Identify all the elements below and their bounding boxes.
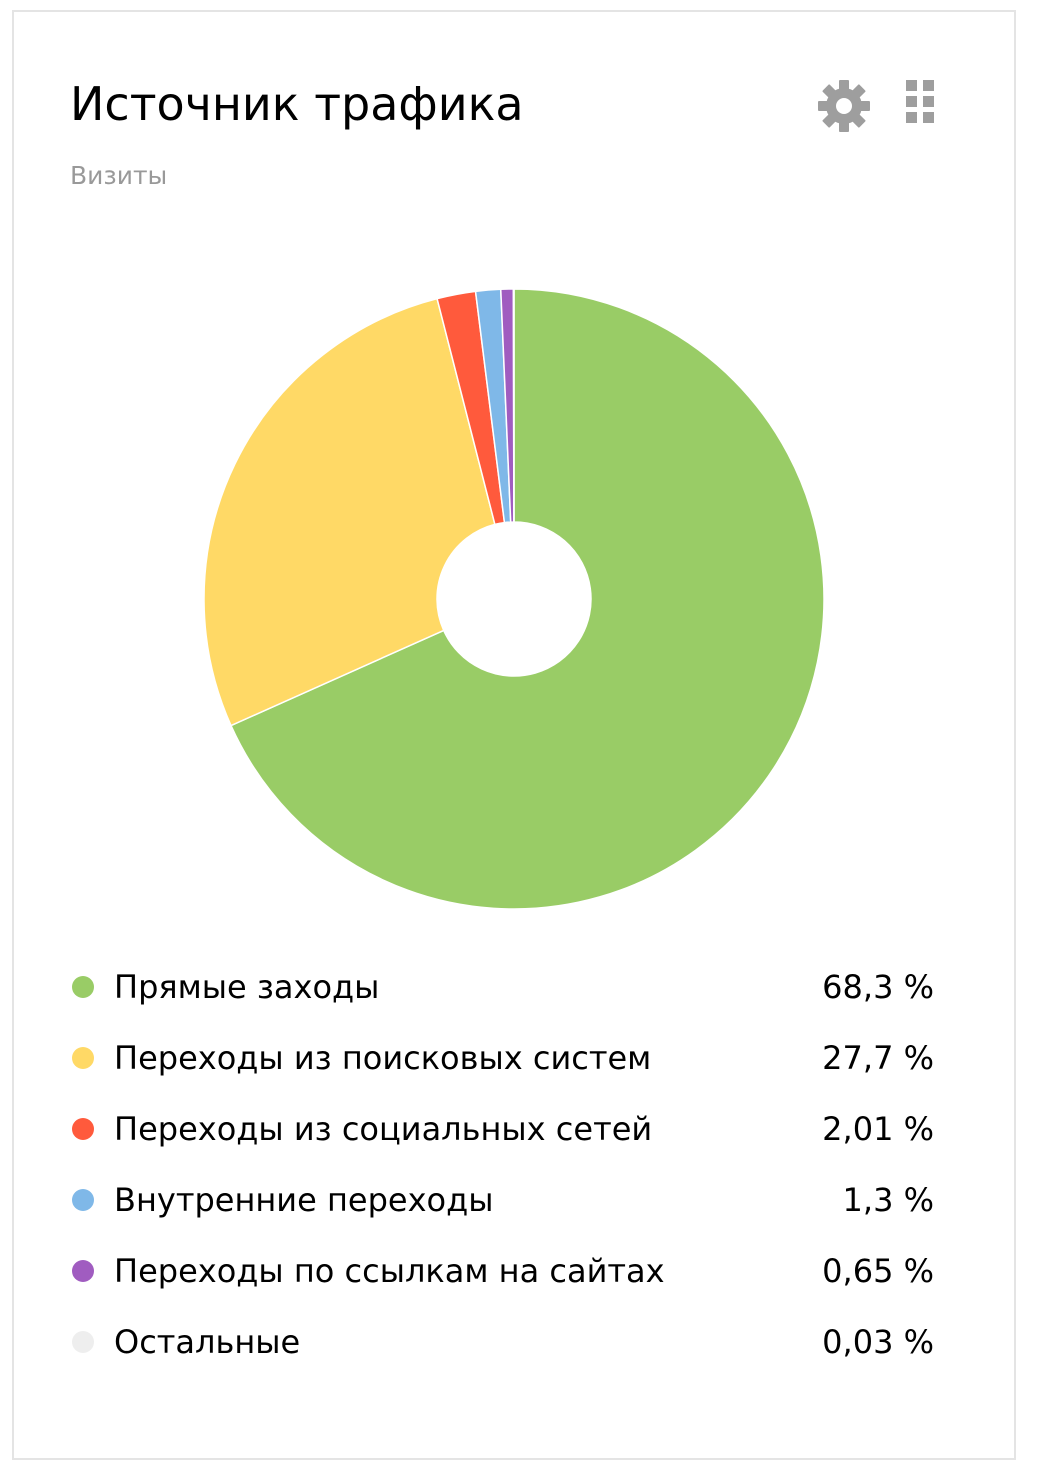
legend-label: Внутренние переходы bbox=[114, 1181, 494, 1219]
legend-value: 0,65 % bbox=[822, 1252, 934, 1290]
pie-slice[interactable] bbox=[230, 288, 825, 910]
legend-label: Переходы по ссылкам на сайтах bbox=[114, 1252, 665, 1290]
legend-value: 2,01 % bbox=[822, 1110, 934, 1148]
legend-item[interactable]: Переходы по ссылкам на сайтах 0,65 % bbox=[70, 1240, 946, 1311]
legend-label: Переходы из социальных сетей bbox=[114, 1110, 653, 1148]
widget-subtitle: Визиты bbox=[70, 161, 168, 190]
donut-chart bbox=[203, 288, 825, 910]
legend-value: 0,03 % bbox=[822, 1323, 934, 1361]
legend-value: 1,3 % bbox=[842, 1181, 934, 1219]
legend-color-dot bbox=[72, 976, 94, 998]
legend-item[interactable]: Переходы из поисковых систем 27,7 % bbox=[70, 1027, 946, 1098]
legend-value: 27,7 % bbox=[822, 1039, 934, 1077]
legend-label: Переходы из поисковых систем bbox=[114, 1039, 652, 1077]
legend-color-dot bbox=[72, 1118, 94, 1140]
legend-value: 68,3 % bbox=[822, 968, 934, 1006]
legend-color-dot bbox=[72, 1047, 94, 1069]
pie-slice[interactable] bbox=[203, 297, 496, 727]
gear-icon[interactable] bbox=[816, 78, 872, 134]
legend-item[interactable]: Остальные 0,03 % bbox=[70, 1311, 946, 1382]
legend-color-dot bbox=[72, 1189, 94, 1211]
drag-grid-icon[interactable] bbox=[892, 78, 948, 134]
legend-color-dot bbox=[72, 1260, 94, 1282]
legend-item[interactable]: Внутренние переходы 1,3 % bbox=[70, 1169, 946, 1240]
pie-slice[interactable] bbox=[512, 288, 515, 523]
legend-item[interactable]: Прямые заходы 68,3 % bbox=[70, 956, 946, 1027]
widget-title: Источник трафика bbox=[70, 77, 524, 131]
legend-item[interactable]: Переходы из социальных сетей 2,01 % bbox=[70, 1098, 946, 1169]
legend-label: Прямые заходы bbox=[114, 968, 380, 1006]
legend-color-dot bbox=[72, 1331, 94, 1353]
chart-legend: Прямые заходы 68,3 % Переходы из поисков… bbox=[70, 956, 946, 1382]
legend-label: Остальные bbox=[114, 1323, 301, 1361]
